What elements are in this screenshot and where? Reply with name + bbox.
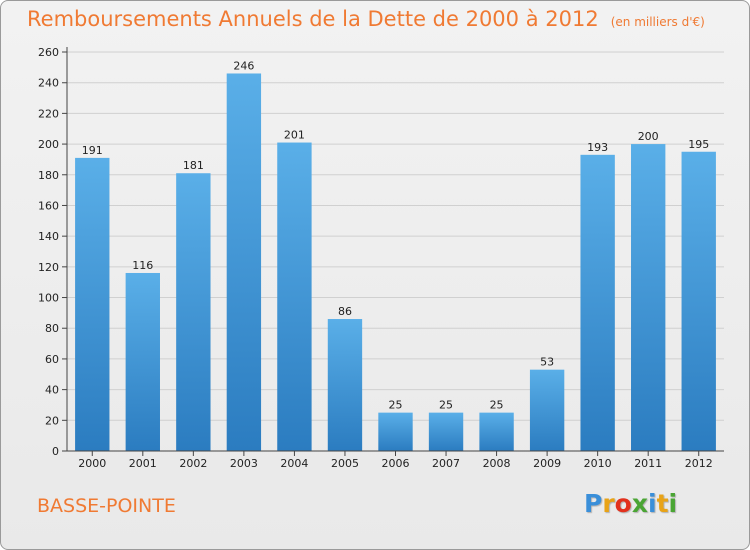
x-tick-label: 2005 bbox=[331, 457, 359, 470]
logo-letter: i bbox=[648, 489, 657, 518]
bar bbox=[681, 151, 716, 451]
x-tick-label: 2009 bbox=[533, 457, 561, 470]
y-tick-label: 120 bbox=[38, 261, 59, 274]
x-tick-label: 2004 bbox=[280, 457, 308, 470]
bar-value-label: 25 bbox=[490, 399, 504, 412]
x-tick-label: 2007 bbox=[432, 457, 460, 470]
bar bbox=[327, 319, 363, 451]
logo-letter: x bbox=[631, 489, 648, 518]
x-tick-label: 2008 bbox=[483, 457, 511, 470]
bar bbox=[75, 157, 110, 451]
x-tick-label: 2012 bbox=[685, 457, 713, 470]
proxiti-logo: Proxiti bbox=[584, 489, 677, 518]
y-tick-label: 80 bbox=[45, 322, 59, 335]
y-tick-label: 40 bbox=[45, 384, 59, 397]
bar-value-label: 181 bbox=[183, 159, 204, 172]
bar-value-label: 25 bbox=[389, 399, 403, 412]
x-tick-label: 2000 bbox=[78, 457, 106, 470]
y-tick-label: 100 bbox=[38, 292, 59, 305]
y-tick-label: 260 bbox=[38, 46, 59, 59]
bar-value-label: 201 bbox=[284, 129, 305, 142]
bar bbox=[226, 73, 262, 451]
y-tick-label: 20 bbox=[45, 414, 59, 427]
bar bbox=[277, 142, 312, 452]
y-tick-label: 160 bbox=[38, 199, 59, 212]
bar bbox=[479, 412, 514, 451]
x-tick-label: 2006 bbox=[382, 457, 410, 470]
logo-letter: o bbox=[614, 489, 632, 518]
y-tick-label: 240 bbox=[38, 77, 59, 90]
bar-value-label: 195 bbox=[688, 138, 709, 151]
bar bbox=[529, 369, 565, 451]
chart-title: Remboursements Annuels de la Dette de 20… bbox=[27, 7, 705, 31]
bar-value-label: 25 bbox=[439, 399, 453, 412]
y-tick-label: 200 bbox=[38, 138, 59, 151]
y-tick-label: 220 bbox=[38, 107, 59, 120]
x-tick-label: 2001 bbox=[129, 457, 157, 470]
chart-title-text: Remboursements Annuels de la Dette de 20… bbox=[27, 7, 599, 31]
y-tick-label: 140 bbox=[38, 230, 59, 243]
chart-subtitle: (en milliers d'€) bbox=[610, 15, 705, 29]
x-tick-label: 2002 bbox=[179, 457, 207, 470]
bar-value-label: 116 bbox=[132, 259, 153, 272]
bar-value-label: 53 bbox=[540, 356, 554, 369]
logo-letter: P bbox=[584, 489, 603, 518]
bar bbox=[125, 272, 160, 451]
bar-value-label: 86 bbox=[338, 305, 352, 318]
y-tick-label: 180 bbox=[38, 169, 59, 182]
bar-value-label: 193 bbox=[587, 141, 608, 154]
commune-name: BASSE-POINTE bbox=[37, 495, 176, 517]
bar-value-label: 246 bbox=[233, 59, 254, 72]
x-tick-label: 2011 bbox=[634, 457, 662, 470]
bar-value-label: 200 bbox=[638, 130, 659, 143]
bar bbox=[631, 144, 666, 452]
bar bbox=[580, 154, 615, 452]
y-tick-label: 60 bbox=[45, 353, 59, 366]
bar bbox=[428, 412, 464, 451]
bar bbox=[176, 173, 211, 451]
bar bbox=[378, 412, 413, 451]
x-tick-label: 2003 bbox=[230, 457, 258, 470]
logo-letter: r bbox=[602, 489, 615, 518]
x-tick-label: 2010 bbox=[584, 457, 612, 470]
bar-value-label: 191 bbox=[82, 144, 103, 157]
y-tick-label: 0 bbox=[52, 445, 59, 458]
logo-letter: i bbox=[668, 489, 678, 518]
logo-letter: t bbox=[656, 489, 669, 518]
